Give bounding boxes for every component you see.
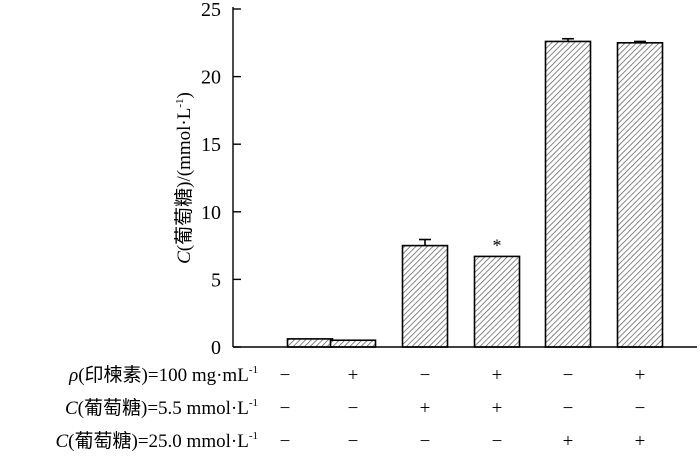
y-axis-open: ( [174,245,195,251]
y-tick-label: 20 [201,67,221,89]
condition-label-2: C(葡萄糖)=5.5 mmol·L-1 [65,397,258,419]
bar-3 [401,244,449,348]
y-axis-label: C(葡萄糖)/(mmol·L-1) [173,92,195,264]
bar-4 [473,255,521,348]
y-tick-label: 15 [201,134,221,156]
y-tick-label: 10 [201,202,221,224]
condition-mark-1: − [348,431,359,452]
y-tick-label: 0 [211,337,221,359]
y-axis-substance: 葡萄糖 [173,188,195,245]
condition-mark-2: − [420,365,431,386]
condition-value: )=25.0 mmol·L [132,431,249,452]
bar-1 [286,338,334,348]
condition-mark-0: − [280,365,291,386]
condition-mark-4: + [563,431,574,452]
condition-mark-1: + [348,365,359,386]
y-axis-close: ) [174,182,195,188]
condition-open: ( [68,431,74,452]
condition-open: ( [78,365,84,386]
condition-substance: 葡萄糖 [75,430,132,452]
condition-mark-0: − [280,431,291,452]
condition-exp: -1 [249,397,258,409]
bar-6 [616,41,664,348]
condition-mark-3: + [492,398,503,419]
condition-mark-4: − [563,365,574,386]
condition-open: ( [78,398,84,419]
y-axis-title: C(葡萄糖)/(mmol·L-1) [173,92,195,264]
condition-value: )=100 mg·mL [142,365,249,386]
y-axis-slash: / [174,176,195,182]
bar-2 [329,339,377,348]
condition-mark-1: − [348,398,359,419]
condition-substance: 葡萄糖 [84,397,141,419]
y-axis-unit: (mmol·L [174,108,195,177]
y-axis-symbol: C [174,251,195,264]
y-tick-label: 25 [201,0,221,21]
y-axis-unit-close: ) [174,92,195,98]
condition-mark-2: + [420,398,431,419]
condition-symbol: C [65,398,78,419]
condition-mark-5: − [635,398,646,419]
condition-mark-5: + [635,365,646,386]
condition-exp: -1 [249,430,258,442]
condition-label-3: C(葡萄糖)=25.0 mmol·L-1 [55,430,258,452]
condition-table: ρ(印楝素)=100 mg·mL-1− + − + − +C(葡萄糖)=5.5 mmol·… [55,364,645,452]
condition-symbol: C [55,431,68,452]
condition-mark-2: − [420,431,431,452]
condition-mark-0: − [280,398,291,419]
condition-label-1: ρ(印楝素)=100 mg·mL-1 [68,364,258,386]
condition-substance: 印楝素 [85,364,142,386]
y-tick-label: 5 [211,269,221,291]
condition-value: )=5.5 mmol·L [141,398,249,419]
condition-mark-3: − [492,431,503,452]
condition-exp: -1 [249,364,258,376]
condition-mark-5: + [635,431,646,452]
condition-symbol: ρ [68,365,78,386]
significance-star: * [493,235,502,255]
y-axis-unit-exp: -1 [174,98,186,107]
plot-area: * 0 5 10 15 20 25 [201,0,697,359]
bar-5 [544,40,592,348]
condition-mark-3: + [492,365,503,386]
condition-mark-4: − [563,398,574,419]
